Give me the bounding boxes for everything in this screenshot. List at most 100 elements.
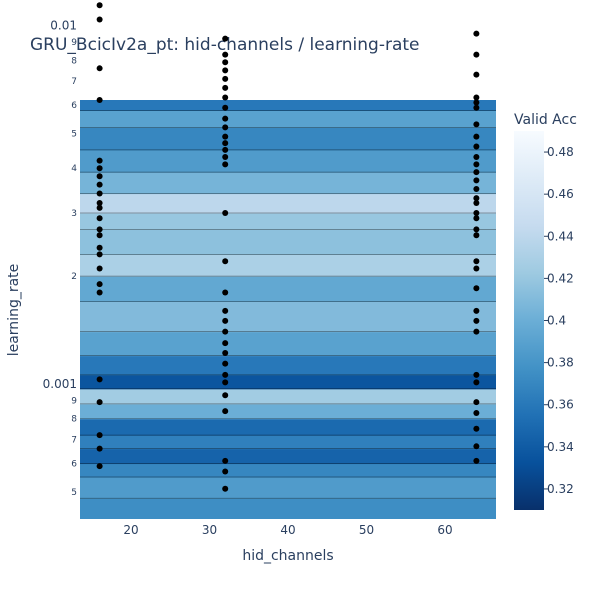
- trial-point-37: [222, 94, 229, 101]
- contour-band-1: [80, 477, 496, 499]
- trial-point-95: [473, 457, 480, 464]
- trial-point-58: [222, 408, 229, 415]
- trial-point-91: [473, 399, 480, 406]
- trial-point-59: [222, 457, 229, 464]
- contour-lines: [80, 110, 496, 499]
- trial-points: [96, 2, 480, 492]
- colorbar-tick-label: 0.4: [547, 314, 566, 328]
- trial-point-42: [222, 140, 229, 147]
- trial-point-86: [473, 307, 480, 314]
- trial-point-51: [222, 328, 229, 335]
- trial-point-24: [96, 432, 103, 439]
- trial-point-46: [222, 209, 229, 216]
- x-axis-label: hid_channels: [242, 548, 333, 564]
- trial-point-87: [473, 317, 480, 324]
- trial-point-12: [96, 199, 103, 206]
- trial-point-16: [96, 232, 103, 239]
- trial-point-93: [473, 425, 480, 432]
- trial-point-3: [96, 2, 103, 9]
- y-tick-label: 0.001: [43, 377, 77, 391]
- trial-point-17: [96, 244, 103, 251]
- trial-point-90: [473, 379, 480, 386]
- trial-point-74: [473, 169, 480, 176]
- trial-point-35: [222, 75, 229, 82]
- trial-point-76: [473, 185, 480, 192]
- trial-point-7: [96, 157, 103, 164]
- trial-point-47: [222, 258, 229, 265]
- trial-point-75: [473, 177, 480, 184]
- trial-point-81: [473, 226, 480, 233]
- trial-point-11: [96, 190, 103, 197]
- trial-point-53: [222, 350, 229, 357]
- trial-point-22: [96, 376, 103, 383]
- contour-band-7: [80, 388, 496, 405]
- trial-point-72: [473, 153, 480, 160]
- trial-point-32: [222, 51, 229, 58]
- contour-band-0: [80, 498, 496, 519]
- contour-band-20: [80, 110, 496, 128]
- trial-point-25: [96, 445, 103, 452]
- colorbar-tick-label: 0.34: [547, 440, 574, 454]
- contour-band-21: [80, 100, 496, 111]
- trial-point-68: [473, 104, 480, 111]
- x-tick-label: 30: [202, 523, 217, 537]
- trial-point-45: [222, 161, 229, 168]
- trial-point-92: [473, 409, 480, 416]
- contour-band-14: [80, 229, 496, 255]
- trial-point-49: [222, 307, 229, 314]
- contour-band-12: [80, 276, 496, 302]
- trial-point-21: [96, 289, 103, 296]
- trial-point-57: [222, 392, 229, 399]
- trial-point-79: [473, 209, 480, 216]
- contour-band-8: [80, 374, 496, 390]
- chart-title: GRU_BcicIv2a_pt: hid-channels / learning…: [30, 35, 420, 55]
- contour-band-15: [80, 212, 496, 230]
- y-tick-label: 7: [71, 435, 77, 445]
- x-tick-label: 20: [123, 523, 138, 537]
- y-tick-label: 8: [71, 56, 77, 66]
- trial-point-39: [222, 115, 229, 122]
- trial-point-69: [473, 121, 480, 128]
- trial-point-34: [222, 67, 229, 74]
- trial-point-80: [473, 215, 480, 222]
- trial-point-23: [96, 399, 103, 406]
- y-tick-label: 5: [71, 488, 77, 498]
- trial-point-70: [473, 133, 480, 140]
- y-tick-label: 9: [71, 396, 77, 406]
- contour-band-10: [80, 331, 496, 357]
- trial-point-38: [222, 104, 229, 111]
- contour-band-6: [80, 403, 496, 420]
- trial-point-67: [473, 99, 480, 106]
- contour-band-2: [80, 463, 496, 478]
- trial-point-52: [222, 340, 229, 347]
- trial-point-33: [222, 59, 229, 66]
- trial-point-5: [96, 65, 103, 72]
- trial-point-88: [473, 328, 480, 335]
- trial-point-20: [96, 281, 103, 288]
- trial-point-82: [473, 232, 480, 239]
- trial-point-40: [222, 124, 229, 131]
- trial-point-44: [222, 153, 229, 160]
- trial-point-66: [473, 94, 480, 101]
- trial-point-56: [222, 379, 229, 386]
- x-tick-label: 60: [437, 523, 452, 537]
- trial-point-64: [473, 51, 480, 58]
- trial-point-84: [473, 265, 480, 272]
- trial-point-77: [473, 195, 480, 202]
- contour-band-17: [80, 172, 496, 195]
- trial-point-63: [473, 30, 480, 37]
- colorbar-tick-label: 0.42: [547, 271, 574, 285]
- contour-band-11: [80, 301, 496, 333]
- trial-point-83: [473, 258, 480, 265]
- colorbar-gradient: [514, 131, 544, 510]
- colorbar-tick-label: 0.46: [547, 187, 574, 201]
- trial-point-85: [473, 285, 480, 292]
- trial-point-78: [473, 199, 480, 206]
- trial-point-13: [96, 204, 103, 211]
- trial-point-31: [222, 35, 229, 42]
- trial-point-61: [222, 485, 229, 492]
- trial-point-54: [222, 360, 229, 367]
- trial-point-19: [96, 265, 103, 272]
- colorbar-tick-label: 0.38: [547, 356, 574, 370]
- colorbar-tick-label: 0.44: [547, 229, 574, 243]
